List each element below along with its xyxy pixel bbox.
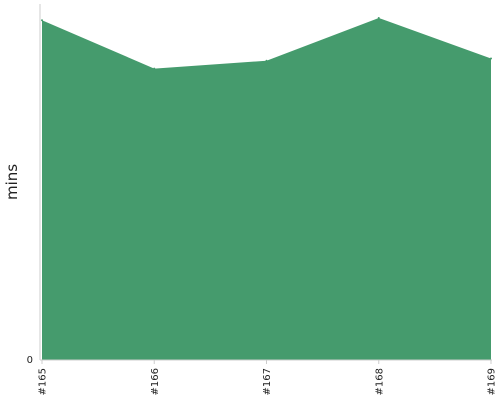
x-tick-label: #168	[374, 368, 385, 395]
data-point	[153, 67, 156, 70]
plot-area	[41, 17, 492, 360]
data-point	[265, 59, 268, 62]
y-axis-ticks: 0	[27, 355, 33, 366]
x-tick-label: #167	[262, 368, 273, 395]
data-point	[377, 17, 380, 19]
y-axis-title: mins	[3, 164, 21, 200]
x-tick-label: #165	[38, 368, 49, 395]
data-point	[41, 19, 43, 22]
x-tick-label: #166	[150, 368, 161, 395]
data-point	[490, 57, 492, 60]
y-tick-label: 0	[27, 355, 33, 366]
area-series	[42, 18, 491, 360]
x-tick-label: #169	[487, 368, 498, 395]
x-axis-ticks: #165 #166 #167 #168 #169	[38, 360, 498, 395]
